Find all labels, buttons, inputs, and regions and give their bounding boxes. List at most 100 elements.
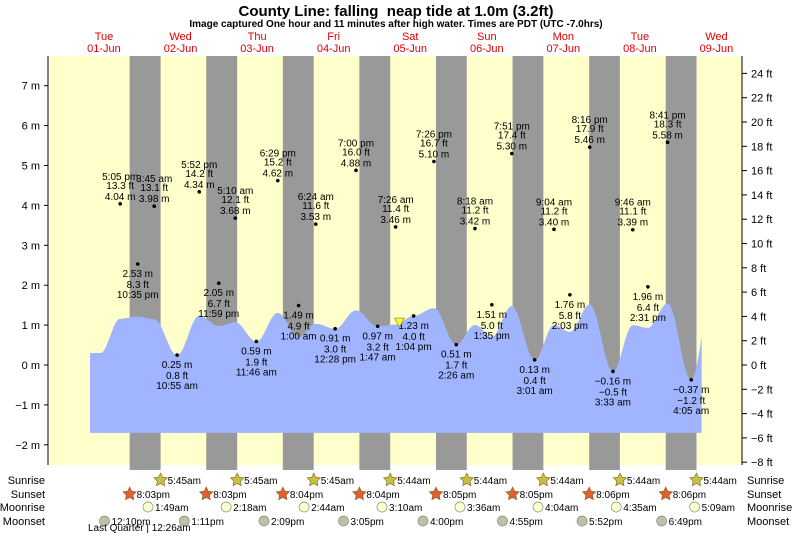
moonrise-time-label: 1:49am	[155, 503, 188, 514]
left-axis-tick-label: 1 m	[22, 320, 40, 332]
extreme-m-label: 1.96 m	[633, 292, 664, 303]
moonset-time-label: 1:11pm	[191, 517, 224, 528]
extreme-ft-label: −0.5 ft	[599, 387, 627, 398]
sunset-time-label: 8:05pm	[443, 490, 476, 501]
sunrise-time-label: 5:44am	[397, 476, 430, 487]
sunrise-star-icon	[612, 472, 628, 487]
day-name-label: Tue	[631, 31, 650, 43]
extreme-ft-label: 11.2 ft	[461, 206, 488, 217]
sunset-row-label-left: Sunset	[11, 489, 45, 501]
water-level-area	[90, 303, 702, 433]
right-axis-tick-label: 10 ft	[751, 239, 772, 251]
left-axis-tick-label: −2 m	[15, 440, 40, 452]
right-axis-tick-label: 16 ft	[751, 166, 772, 178]
extreme-ft-label: 17.9 ft	[576, 124, 604, 135]
tide-extreme-point	[333, 326, 337, 331]
left-axis-tick-label: 5 m	[22, 161, 40, 173]
sunset-row-label-right: Sunset	[747, 489, 781, 501]
chart-subtitle: Image captured One hour and 11 minutes a…	[189, 19, 602, 30]
extreme-time-label: 8:41 pm	[650, 110, 686, 121]
sunrise-star-icon	[306, 472, 322, 487]
sunset-star-icon	[275, 486, 291, 501]
extreme-m-label: 3.53 m	[301, 212, 332, 223]
extreme-ft-label: 11.4 ft	[382, 204, 409, 215]
extreme-time-label: 7:26 pm	[416, 130, 452, 141]
moonset-time-label: 6:49pm	[669, 517, 702, 528]
moonrise-time-label: 2:18am	[233, 503, 266, 514]
day-date-label: 07-Jun	[547, 43, 581, 55]
day-name-label: Mon	[553, 31, 574, 43]
extreme-m-label: 1.49 m	[283, 311, 314, 322]
extreme-time-label: 4:05 am	[673, 406, 709, 417]
extreme-time-label: 7:00 pm	[338, 138, 374, 149]
moonrise-row-label-right: Moonrise	[747, 502, 792, 514]
tide-extreme-point	[254, 339, 259, 344]
extreme-ft-label: 8.3 ft	[127, 280, 149, 291]
moonrise-time-label: 3:10am	[389, 503, 422, 514]
extreme-ft-label: 0.8 ft	[166, 371, 188, 382]
tide-extreme-point	[313, 222, 318, 226]
right-axis-tick-label: −4 ft	[751, 409, 773, 421]
extreme-ft-label: 3.0 ft	[324, 345, 346, 356]
extreme-m-label: −0.37 m	[673, 385, 709, 396]
extreme-ft-label: 14.2 ft	[185, 169, 213, 180]
right-axis-tick-label: −8 ft	[751, 457, 773, 469]
left-axis-tick-label: 3 m	[22, 240, 40, 252]
tide-extreme-point	[568, 292, 572, 297]
tide-extreme-point	[646, 284, 650, 289]
sunrise-time-label: 5:44am	[627, 476, 660, 487]
sunset-time-label: 8:04pm	[290, 490, 323, 501]
extreme-ft-label: 13.3 ft	[106, 181, 134, 192]
extreme-ft-label: 16.7 ft	[420, 139, 448, 150]
extreme-ft-label: 18.3 ft	[654, 119, 682, 130]
day-name-label: Tue	[95, 31, 114, 43]
extreme-m-label: 5.30 m	[497, 142, 528, 153]
right-axis-tick-label: 20 ft	[751, 117, 772, 129]
right-axis-tick-label: −6 ft	[751, 433, 773, 445]
moonset-moon-icon	[497, 515, 508, 527]
tide-extreme-point	[375, 324, 380, 329]
extreme-ft-label: 17.4 ft	[498, 131, 526, 142]
sunrise-star-icon	[536, 472, 551, 487]
sunset-time-label: 8:03pm	[137, 490, 170, 501]
sunrise-star-icon	[153, 472, 168, 487]
tide-extreme-point	[473, 226, 477, 231]
tide-extreme-point	[432, 159, 436, 164]
moonrise-moon-icon	[220, 501, 232, 513]
extreme-m-label: 2.53 m	[122, 269, 153, 280]
extreme-m-label: 0.51 m	[441, 350, 472, 361]
moonset-row-label-left: Moonset	[3, 516, 45, 528]
moonset-time-label: 3:05pm	[350, 517, 383, 528]
extreme-m-label: 0.13 m	[519, 365, 550, 376]
sunrise-star-icon	[459, 472, 475, 487]
day-date-label: 01-Jun	[87, 43, 121, 55]
right-axis-tick-label: 2 ft	[751, 336, 766, 348]
sunset-time-label: 8:05pm	[520, 490, 553, 501]
right-axis-tick-label: 18 ft	[751, 141, 772, 153]
moonset-time-label: 12:10pm	[112, 517, 151, 528]
moonrise-time-label: 4:04am	[545, 503, 578, 514]
sunset-star-icon	[658, 486, 674, 501]
extreme-time-label: 2:31 pm	[630, 313, 666, 324]
moonset-moon-icon	[338, 515, 349, 527]
extreme-time-label: 10:35 pm	[117, 290, 159, 301]
extreme-ft-label: 6.4 ft	[637, 303, 659, 314]
moonrise-moon-icon	[298, 501, 310, 513]
right-axis-tick-label: 12 ft	[751, 214, 772, 226]
extreme-m-label: 1.51 m	[477, 310, 508, 321]
extreme-time-label: 1:47 am	[360, 352, 396, 363]
right-axis-tick-label: 22 ft	[751, 93, 772, 105]
sunset-time-label: 8:03pm	[213, 490, 246, 501]
tide-extreme-point	[296, 303, 301, 308]
day-name-label: Fri	[327, 31, 340, 43]
left-axis-tick-label: 0 m	[22, 360, 40, 372]
moonset-moon-icon	[656, 515, 667, 527]
day-name-label: Thu	[248, 31, 267, 43]
moonrise-time-label: 4:35am	[623, 503, 656, 514]
extreme-ft-label: 1.7 ft	[445, 361, 467, 372]
left-axis-tick-label: 7 m	[22, 81, 40, 93]
tide-extreme-point	[216, 281, 221, 286]
sunrise-time-label: 5:45am	[321, 476, 354, 487]
moonset-row-label-right: Moonset	[747, 516, 789, 528]
extreme-ft-label: 3.2 ft	[367, 342, 389, 353]
